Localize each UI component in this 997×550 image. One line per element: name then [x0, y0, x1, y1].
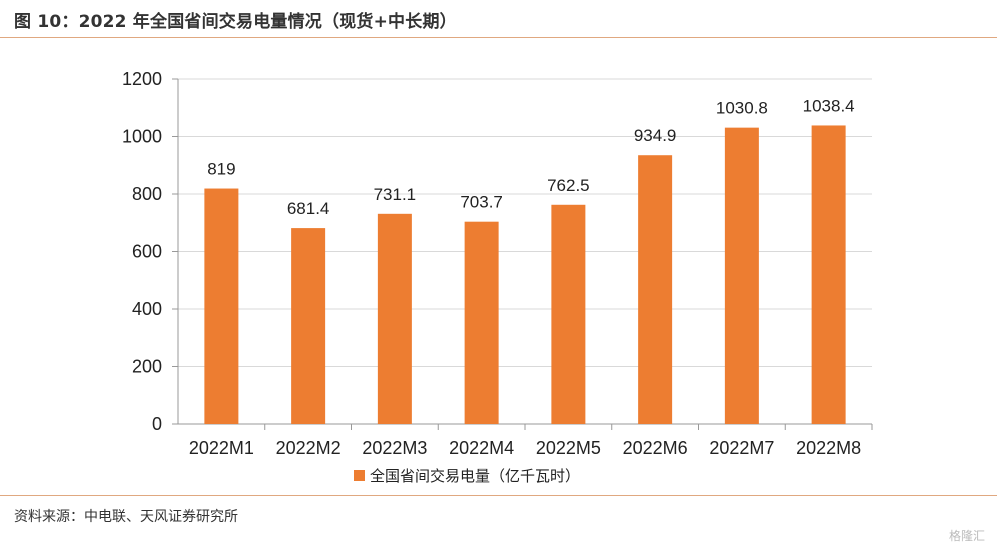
legend-label: 全国省间交易电量（亿千瓦时） [370, 467, 580, 485]
bar [811, 125, 846, 425]
gridlines [172, 78, 873, 430]
legend-swatch [354, 470, 365, 481]
bar [377, 213, 412, 424]
y-tick-label: 800 [132, 184, 162, 204]
y-tick-label: 0 [152, 414, 162, 434]
bar-chart: 0 200 400 600 800 1000 1200 819 681.4 731.1 703.7… [122, 69, 873, 485]
data-label: 1038.4 [803, 96, 855, 115]
source-note: 资料来源：中电联、天风证券研究所 [14, 509, 238, 525]
data-label: 731.1 [374, 185, 417, 204]
y-tick-label: 1000 [122, 127, 162, 147]
y-tick-label: 200 [132, 357, 162, 377]
x-tick-label: 2022M8 [796, 438, 861, 458]
bars [204, 125, 846, 425]
y-tick-label: 400 [132, 299, 162, 319]
x-tick-label: 2022M3 [362, 438, 427, 458]
data-labels: 819 681.4 731.1 703.7 762.5 934.9 1030.8 1038.4 [207, 96, 854, 218]
y-tick-label: 600 [132, 242, 162, 262]
legend: 全国省间交易电量（亿千瓦时） [354, 467, 580, 485]
bar [204, 188, 239, 424]
title-divider [0, 37, 997, 38]
data-label: 681.4 [287, 199, 330, 218]
y-axis-ticks: 0 200 400 600 800 1000 1200 [122, 69, 162, 434]
bar [724, 127, 759, 425]
bar [551, 204, 586, 424]
data-label: 819 [207, 160, 235, 179]
x-tick-label: 2022M4 [449, 438, 514, 458]
x-tick-label: 2022M6 [623, 438, 688, 458]
x-tick-label: 2022M5 [536, 438, 601, 458]
bar [291, 228, 326, 424]
watermark-logo: 格隆汇 [948, 529, 985, 543]
x-axis-ticks: 2022M1 2022M2 2022M3 2022M4 2022M5 2022M6 2022… [189, 438, 861, 458]
x-tick-label: 2022M2 [276, 438, 341, 458]
data-label: 934.9 [634, 126, 677, 145]
source-divider [0, 495, 997, 496]
data-label: 1030.8 [716, 99, 768, 118]
data-label: 762.5 [547, 176, 590, 195]
figure-title: 图 10：2022 年全国省间交易电量情况（现货+中长期） [14, 12, 457, 32]
data-label: 703.7 [460, 193, 503, 212]
bar [638, 155, 673, 424]
x-tick-label: 2022M7 [709, 438, 774, 458]
x-tick-label: 2022M1 [189, 438, 254, 458]
bar [464, 221, 499, 424]
y-tick-label: 1200 [122, 69, 162, 89]
